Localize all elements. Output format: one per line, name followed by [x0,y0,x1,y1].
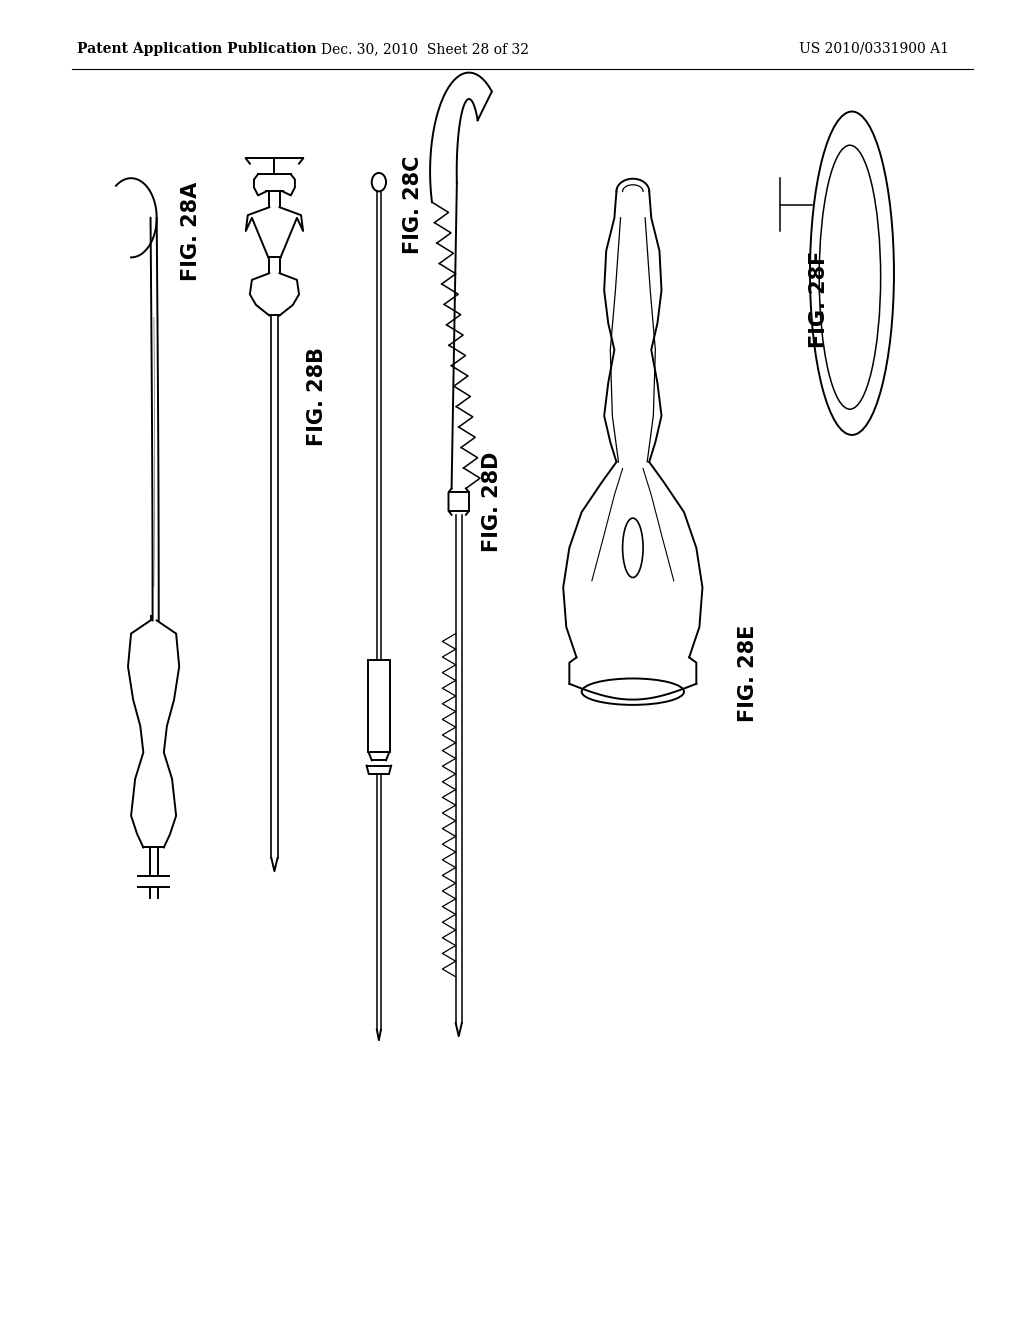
Text: FIG. 28A: FIG. 28A [181,181,202,281]
Text: FIG. 28F: FIG. 28F [809,251,829,348]
Text: Dec. 30, 2010  Sheet 28 of 32: Dec. 30, 2010 Sheet 28 of 32 [321,42,529,55]
Text: FIG. 28B: FIG. 28B [307,347,328,446]
Text: FIG. 28E: FIG. 28E [737,624,758,722]
Text: US 2010/0331900 A1: US 2010/0331900 A1 [799,42,948,55]
Bar [368,660,390,752]
Text: Patent Application Publication: Patent Application Publication [77,42,316,55]
Text: FIG. 28C: FIG. 28C [402,156,423,253]
Text: FIG. 28D: FIG. 28D [481,451,502,552]
